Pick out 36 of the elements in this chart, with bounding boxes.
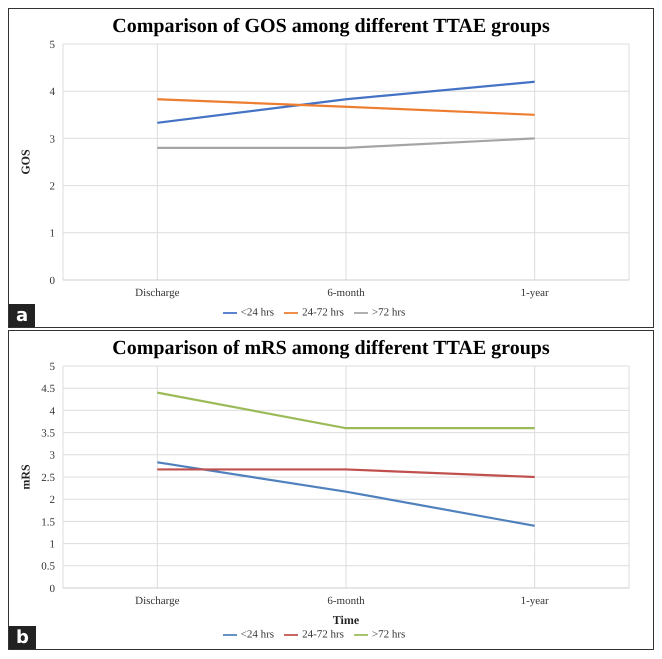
x-tick-label: 1-year <box>520 594 550 607</box>
y-tick-label: 3 <box>50 133 56 146</box>
y-tick-label: 4.5 <box>41 383 56 396</box>
y-tick-label: 2.5 <box>41 472 56 484</box>
chart-title: Comparison of mRS among different TTAE groups <box>111 337 551 360</box>
panel-letter-badge: a <box>9 304 36 327</box>
legend-label: >72 hrs <box>372 628 406 641</box>
y-tick-label: 1 <box>50 538 55 551</box>
y-tick-label: 4 <box>50 86 56 98</box>
y-tick-label: 5 <box>50 38 56 51</box>
x-tick-label: 6-month <box>327 594 366 607</box>
x-tick-label: Discharge <box>135 594 180 607</box>
legend-label: <24 hrs <box>240 628 274 641</box>
legend-label: 24-72 hrs <box>302 628 344 641</box>
y-tick-label: 1.5 <box>41 516 56 528</box>
x-tick-label: 1-year <box>520 286 550 299</box>
legend-label: >72 hrs <box>372 306 406 319</box>
panel-letter-badge: b <box>9 626 36 649</box>
y-tick-label: 0 <box>50 274 56 287</box>
legend-label: 24-72 hrs <box>302 306 344 319</box>
y-tick-label: 0 <box>50 582 56 595</box>
y-tick-label: 3 <box>50 450 56 462</box>
y-tick-label: 4 <box>50 405 56 418</box>
x-tick-label: 6-month <box>327 286 366 299</box>
y-tick-label: 2 <box>50 494 55 506</box>
chart-title: Comparison of GOS among different TTAE groups <box>111 15 551 38</box>
y-tick-label: 2 <box>50 180 55 193</box>
legend-label: <24 hrs <box>240 306 274 319</box>
y-tick-label: 0.5 <box>41 560 56 573</box>
x-tick-label: Discharge <box>135 286 180 299</box>
y-axis-title: GOS <box>18 149 32 175</box>
x-axis-title: Time <box>332 613 360 627</box>
y-axis-title: mRS <box>18 464 32 490</box>
y-tick-label: 3.5 <box>41 428 56 440</box>
y-tick-label: 5 <box>50 360 56 373</box>
y-tick-label: 1 <box>50 228 55 240</box>
